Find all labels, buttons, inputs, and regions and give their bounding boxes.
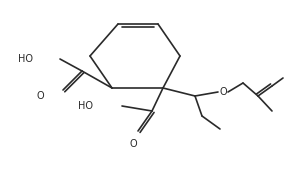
Text: HO: HO [18,54,33,64]
Text: O: O [129,139,137,149]
Text: O: O [220,87,228,97]
Text: O: O [36,91,44,101]
Text: HO: HO [78,101,93,111]
